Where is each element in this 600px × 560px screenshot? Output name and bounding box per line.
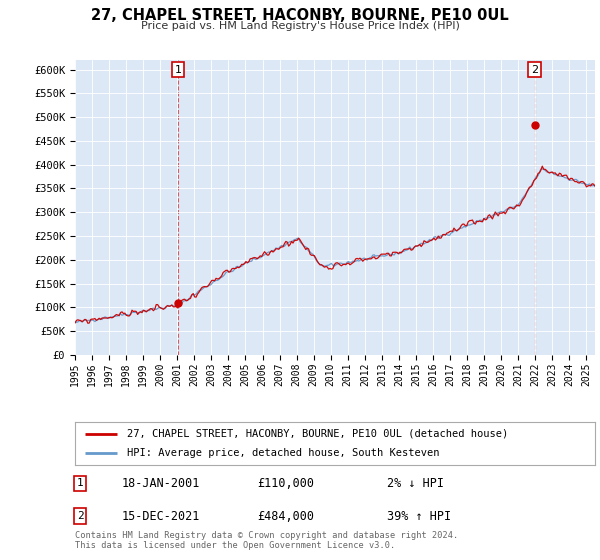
Text: HPI: Average price, detached house, South Kesteven: HPI: Average price, detached house, Sout… — [127, 449, 439, 459]
Text: 2: 2 — [77, 511, 83, 521]
Text: £110,000: £110,000 — [257, 477, 314, 490]
Text: 2% ↓ HPI: 2% ↓ HPI — [387, 477, 444, 490]
Text: 15-DEC-2021: 15-DEC-2021 — [122, 510, 200, 522]
Text: Contains HM Land Registry data © Crown copyright and database right 2024.
This d: Contains HM Land Registry data © Crown c… — [75, 530, 458, 550]
Text: 2: 2 — [531, 64, 538, 74]
Text: 18-JAN-2001: 18-JAN-2001 — [122, 477, 200, 490]
Text: 27, CHAPEL STREET, HACONBY, BOURNE, PE10 0UL: 27, CHAPEL STREET, HACONBY, BOURNE, PE10… — [91, 8, 509, 24]
Text: £484,000: £484,000 — [257, 510, 314, 522]
Text: 39% ↑ HPI: 39% ↑ HPI — [387, 510, 451, 522]
Text: 1: 1 — [77, 478, 83, 488]
Text: 1: 1 — [175, 64, 182, 74]
Text: 27, CHAPEL STREET, HACONBY, BOURNE, PE10 0UL (detached house): 27, CHAPEL STREET, HACONBY, BOURNE, PE10… — [127, 428, 508, 438]
Text: Price paid vs. HM Land Registry's House Price Index (HPI): Price paid vs. HM Land Registry's House … — [140, 21, 460, 31]
